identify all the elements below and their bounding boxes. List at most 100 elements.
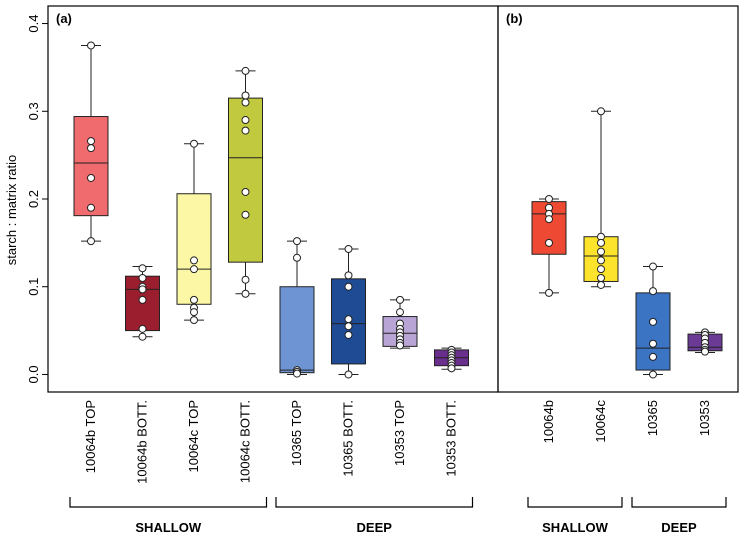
box-4 [279,237,315,378]
data-point [545,215,553,224]
data-point [344,245,353,254]
data-point [87,137,95,146]
panel-b: (b) 10064b 10064c 10365 10353 SHALLOW DEEP [497,5,739,535]
group-bracket-deep: DEEP [631,497,727,535]
data-point [87,237,95,246]
data-point [241,187,250,196]
data-point [597,280,605,289]
data-point [597,256,605,265]
y-tick-label-4: 0.4 [26,15,41,33]
box-5 [331,245,366,379]
group-bracket-shallow: SHALLOW [69,497,268,535]
data-point [649,287,657,296]
data-point [190,265,198,274]
data-point [241,275,250,284]
data-point [597,247,605,256]
data-point [344,322,353,331]
data-point [597,238,605,247]
box-3 [228,66,263,298]
data-point [344,330,353,339]
box-2 [176,139,212,325]
box-body [73,116,109,217]
x-tick-label-1: 10064c [593,400,608,443]
box-body [176,193,212,305]
data-point [344,370,353,379]
data-point [293,237,301,246]
x-tick-label-3: 10064c BOTT. [238,400,253,483]
data-point [545,288,553,297]
data-point [545,238,553,247]
panel-frame [47,5,499,393]
data-point [138,264,147,273]
data-point [190,295,198,304]
group-label: DEEP [661,520,697,535]
x-tick-label-6: 10353 TOP [392,400,407,466]
x-tick-label-5: 10365 BOTT. [341,400,356,477]
y-tick-label-0: 0.0 [26,365,41,383]
data-point [396,341,404,350]
y-tick-label-1: 0.1 [26,278,41,296]
data-point [649,339,657,348]
y-tick-label-3: 0.3 [26,102,41,120]
bracket-line [631,497,727,508]
data-point [138,295,147,304]
group-bracket-deep: DEEP [275,497,474,535]
data-point [447,364,456,373]
x-tick-label-0: 10064b [541,400,556,443]
data-point [545,195,553,203]
bracket-line [275,497,474,508]
data-point [396,295,404,304]
box-body [228,97,263,263]
data-point [396,308,404,317]
data-point [87,41,95,50]
data-point [241,210,250,219]
box-0 [531,195,567,297]
data-point [649,370,657,379]
x-tick-label-1: 10064b BOTT. [135,400,150,484]
bracket-line [527,497,623,508]
panel-label: (a) [56,11,72,26]
panel-a: (a) 10064b TOP 10064b BOTT. 10064c TOP 10064… [47,5,499,535]
box-3 [687,328,723,356]
data-point [701,347,709,356]
group-label: DEEP [357,520,393,535]
group-label: SHALLOW [542,520,608,535]
data-point [293,369,301,378]
data-point [241,289,250,298]
data-point [649,317,657,326]
data-point [241,66,250,75]
box-1 [583,107,619,289]
data-point [190,139,198,148]
data-point [241,126,250,135]
data-point [138,324,147,333]
plot-root: 0.0 0.1 0.2 0.3 0.4 (a) 10064b TOP 10064b BOTT.… [26,5,739,535]
data-point [138,285,147,294]
data-point [190,256,198,265]
x-tick-label-3: 10353 [697,400,712,436]
data-point [241,98,250,107]
data-point [138,332,147,341]
data-point [241,91,250,100]
data-point [344,271,353,280]
x-tick-label-2: 10365 [645,400,660,436]
data-point [190,308,198,317]
data-point [293,253,301,262]
box-2 [635,262,671,379]
x-tick-label-2: 10064c TOP [186,400,201,473]
box-body [279,286,315,374]
data-point [597,107,605,116]
group-bracket-shallow: SHALLOW [527,497,623,535]
data-point [597,273,605,282]
box-7 [434,345,469,373]
y-tick-label-2: 0.2 [26,190,41,208]
data-point [344,315,353,324]
panel-frame [497,5,739,393]
data-point [649,352,657,361]
data-point [87,203,95,212]
data-point [190,316,198,325]
x-tick-label-0: 10064b TOP [83,400,98,473]
bracket-line [69,497,268,508]
data-point [87,144,95,153]
x-tick-label-7: 10353 BOTT. [444,400,459,477]
